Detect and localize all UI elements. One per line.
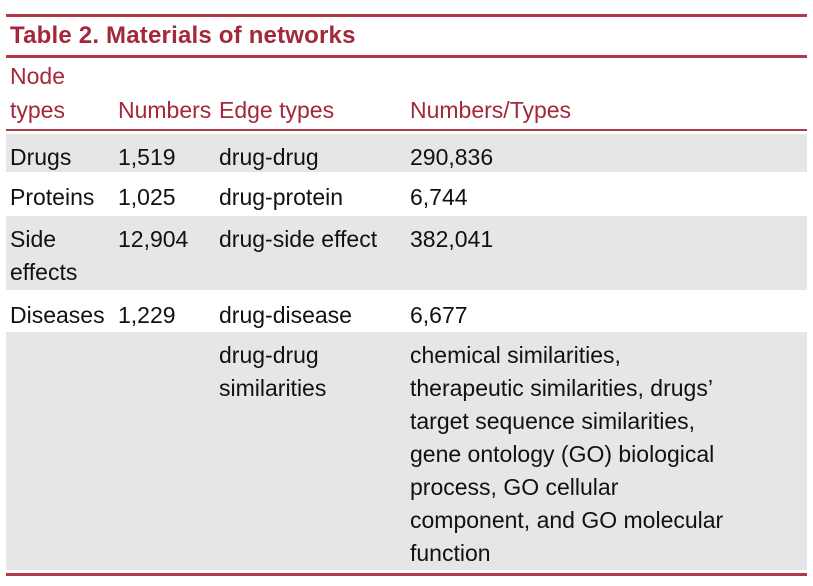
table-title: Table 2. Materials of networks xyxy=(10,22,356,49)
cell-edge-type: drug-drug xyxy=(219,342,319,368)
table-row: Side effects 12,904 drug-side effect 382,041 xyxy=(6,216,807,290)
cell-number: 1,519 xyxy=(118,144,176,170)
cell-edge-value: 382,041 xyxy=(410,226,494,252)
cell-node-type: Side xyxy=(10,226,57,252)
cell-node-type: Diseases xyxy=(10,302,105,328)
cell-edge-value: target sequence similarities, xyxy=(410,408,696,434)
table-row: drug-drug similarities chemical similariti… xyxy=(6,332,807,570)
title-rule xyxy=(6,55,807,58)
cell-edge-type: similarities xyxy=(219,375,327,401)
top-rule xyxy=(6,14,807,17)
cell-edge-value: chemical similarities, xyxy=(410,342,621,368)
cell-edge-value: 290,836 xyxy=(410,144,494,170)
cell-edge-type: drug-disease xyxy=(219,302,352,328)
header-rule xyxy=(6,129,807,131)
cell-edge-value: 6,744 xyxy=(410,184,468,210)
header-numbers-types: Numbers/Types xyxy=(410,97,572,123)
bottom-rule xyxy=(6,573,807,576)
header-node-types-line2: types xyxy=(10,97,65,123)
cell-edge-value: 6,677 xyxy=(410,302,468,328)
cell-node-type: Proteins xyxy=(10,184,95,210)
cell-edge-type: drug-drug xyxy=(219,144,319,170)
table-row: Diseases 1,229 drug-disease 6,677 xyxy=(6,292,807,330)
cell-number: 1,229 xyxy=(118,302,176,328)
cell-edge-value: process, GO cellular xyxy=(410,474,619,500)
table-row: Proteins 1,025 drug-protein 6,744 xyxy=(6,174,807,214)
cell-edge-type: drug-protein xyxy=(219,184,344,210)
table-header: Node types Numbers Edge types Numbers/Ty… xyxy=(6,60,807,128)
cell-node-type: effects xyxy=(10,259,78,285)
header-numbers: Numbers xyxy=(118,97,212,123)
cell-number: 12,904 xyxy=(118,226,189,252)
cell-edge-type: drug-side effect xyxy=(219,226,378,252)
cell-edge-value: component, and GO molecular xyxy=(410,507,724,533)
cell-edge-value: gene ontology (GO) biological xyxy=(410,441,715,467)
header-node-types-line1: Node xyxy=(10,63,65,89)
header-edge-types: Edge types xyxy=(219,97,335,123)
materials-table: Table 2. Materials of networks Node type… xyxy=(6,0,807,586)
table-row: Drugs 1,519 drug-drug 290,836 xyxy=(6,134,807,172)
cell-edge-value: function xyxy=(410,540,491,566)
cell-node-type: Drugs xyxy=(10,144,72,170)
cell-number: 1,025 xyxy=(118,184,176,210)
cell-edge-value: therapeutic similarities, drugs’ xyxy=(410,375,713,401)
